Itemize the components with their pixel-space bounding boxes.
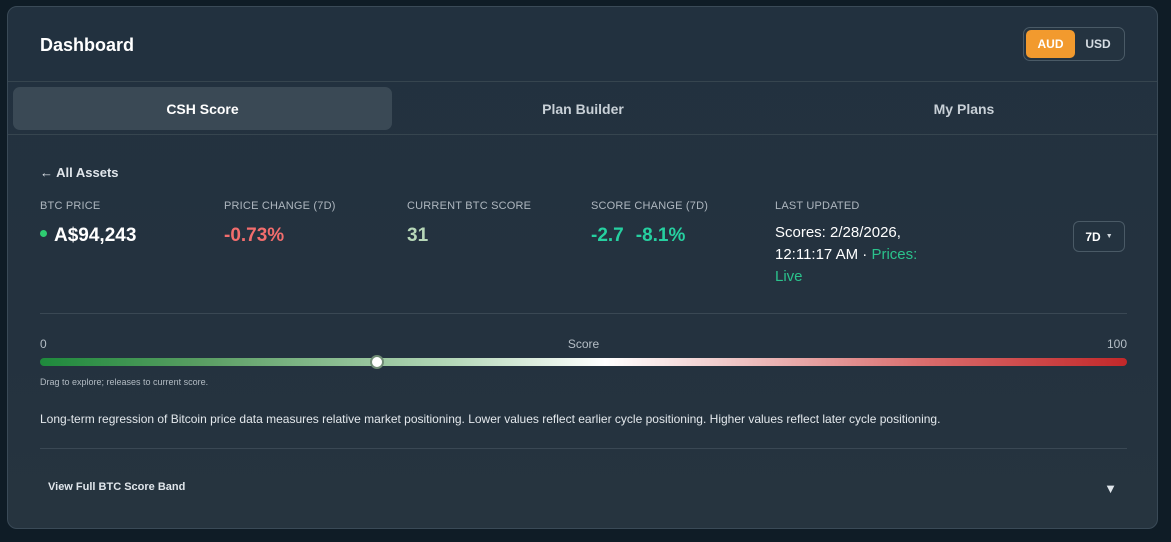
score-change-pct: -8.1% bbox=[635, 225, 686, 246]
current-score-value: 31 bbox=[407, 225, 429, 246]
scale-max-label: 100 bbox=[1106, 337, 1127, 351]
caret-down-icon: ▼ bbox=[1105, 233, 1113, 240]
btc-price-value: A$94,243 bbox=[54, 225, 137, 246]
score-change-abs: -2.7 bbox=[591, 225, 624, 246]
btc-price-stat: BTC PRICE A$94,243 bbox=[40, 200, 136, 247]
time-range-value: 7D bbox=[1085, 229, 1101, 244]
tab-my-plans[interactable]: My Plans bbox=[933, 100, 995, 117]
current-score-stat: CURRENT BTC SCORE 31 bbox=[407, 200, 531, 247]
tab-bar: CSH Score Plan Builder My Plans bbox=[8, 82, 1157, 135]
price-change-label: PRICE CHANGE (7D) bbox=[224, 200, 336, 212]
all-assets-link[interactable]: ← All Assets bbox=[40, 165, 119, 180]
live-indicator-dot bbox=[40, 230, 47, 238]
tab-csh-score[interactable]: CSH Score bbox=[13, 87, 392, 130]
tab-plan-builder[interactable]: Plan Builder bbox=[542, 100, 624, 117]
triangle-down-icon[interactable]: ▼ bbox=[1104, 481, 1117, 496]
currency-toggle: AUD USD bbox=[1023, 27, 1125, 61]
score-slider-thumb[interactable] bbox=[369, 355, 384, 369]
last-updated-stat: LAST UPDATED Scores: 2/28/2026, 12:11:17… bbox=[775, 200, 935, 288]
scores-timestamp: Scores: 2/28/2026, 12:11:17 AM bbox=[775, 224, 901, 263]
last-updated-value: Scores: 2/28/2026, 12:11:17 AM · Prices:… bbox=[775, 222, 935, 288]
prices-live-status: Prices: Live bbox=[775, 246, 918, 285]
updated-separator: · bbox=[862, 246, 868, 263]
dashboard-header: Dashboard AUD USD bbox=[8, 7, 1157, 82]
score-description: Long-term regression of Bitcoin price da… bbox=[40, 412, 941, 426]
scale-title-label: Score bbox=[567, 337, 600, 351]
page-title: Dashboard bbox=[40, 35, 135, 55]
score-slider[interactable] bbox=[40, 355, 1127, 369]
view-score-band-toggle[interactable]: View Full BTC Score Band bbox=[48, 481, 186, 493]
last-updated-label: LAST UPDATED bbox=[775, 200, 860, 212]
score-change-stat: SCORE CHANGE (7D) -2.7 -8.1% bbox=[591, 200, 708, 247]
btc-price-label: BTC PRICE bbox=[40, 200, 101, 212]
dashboard-card: Dashboard AUD USD CSH Score Plan Builder… bbox=[7, 6, 1158, 529]
divider bbox=[40, 448, 1127, 449]
slider-hint: Drag to explore; releases to current sco… bbox=[40, 377, 209, 387]
currency-aud-button[interactable]: AUD bbox=[1026, 30, 1075, 58]
current-score-label: CURRENT BTC SCORE bbox=[407, 200, 532, 212]
price-change-value: -0.73% bbox=[224, 225, 285, 246]
time-range-select[interactable]: 7D ▼ bbox=[1073, 221, 1125, 252]
currency-usd-button[interactable]: USD bbox=[1085, 37, 1111, 51]
score-change-label: SCORE CHANGE (7D) bbox=[591, 200, 709, 212]
divider bbox=[40, 313, 1127, 314]
price-change-stat: PRICE CHANGE (7D) -0.73% bbox=[224, 200, 336, 247]
scale-min-label: 0 bbox=[40, 337, 47, 351]
